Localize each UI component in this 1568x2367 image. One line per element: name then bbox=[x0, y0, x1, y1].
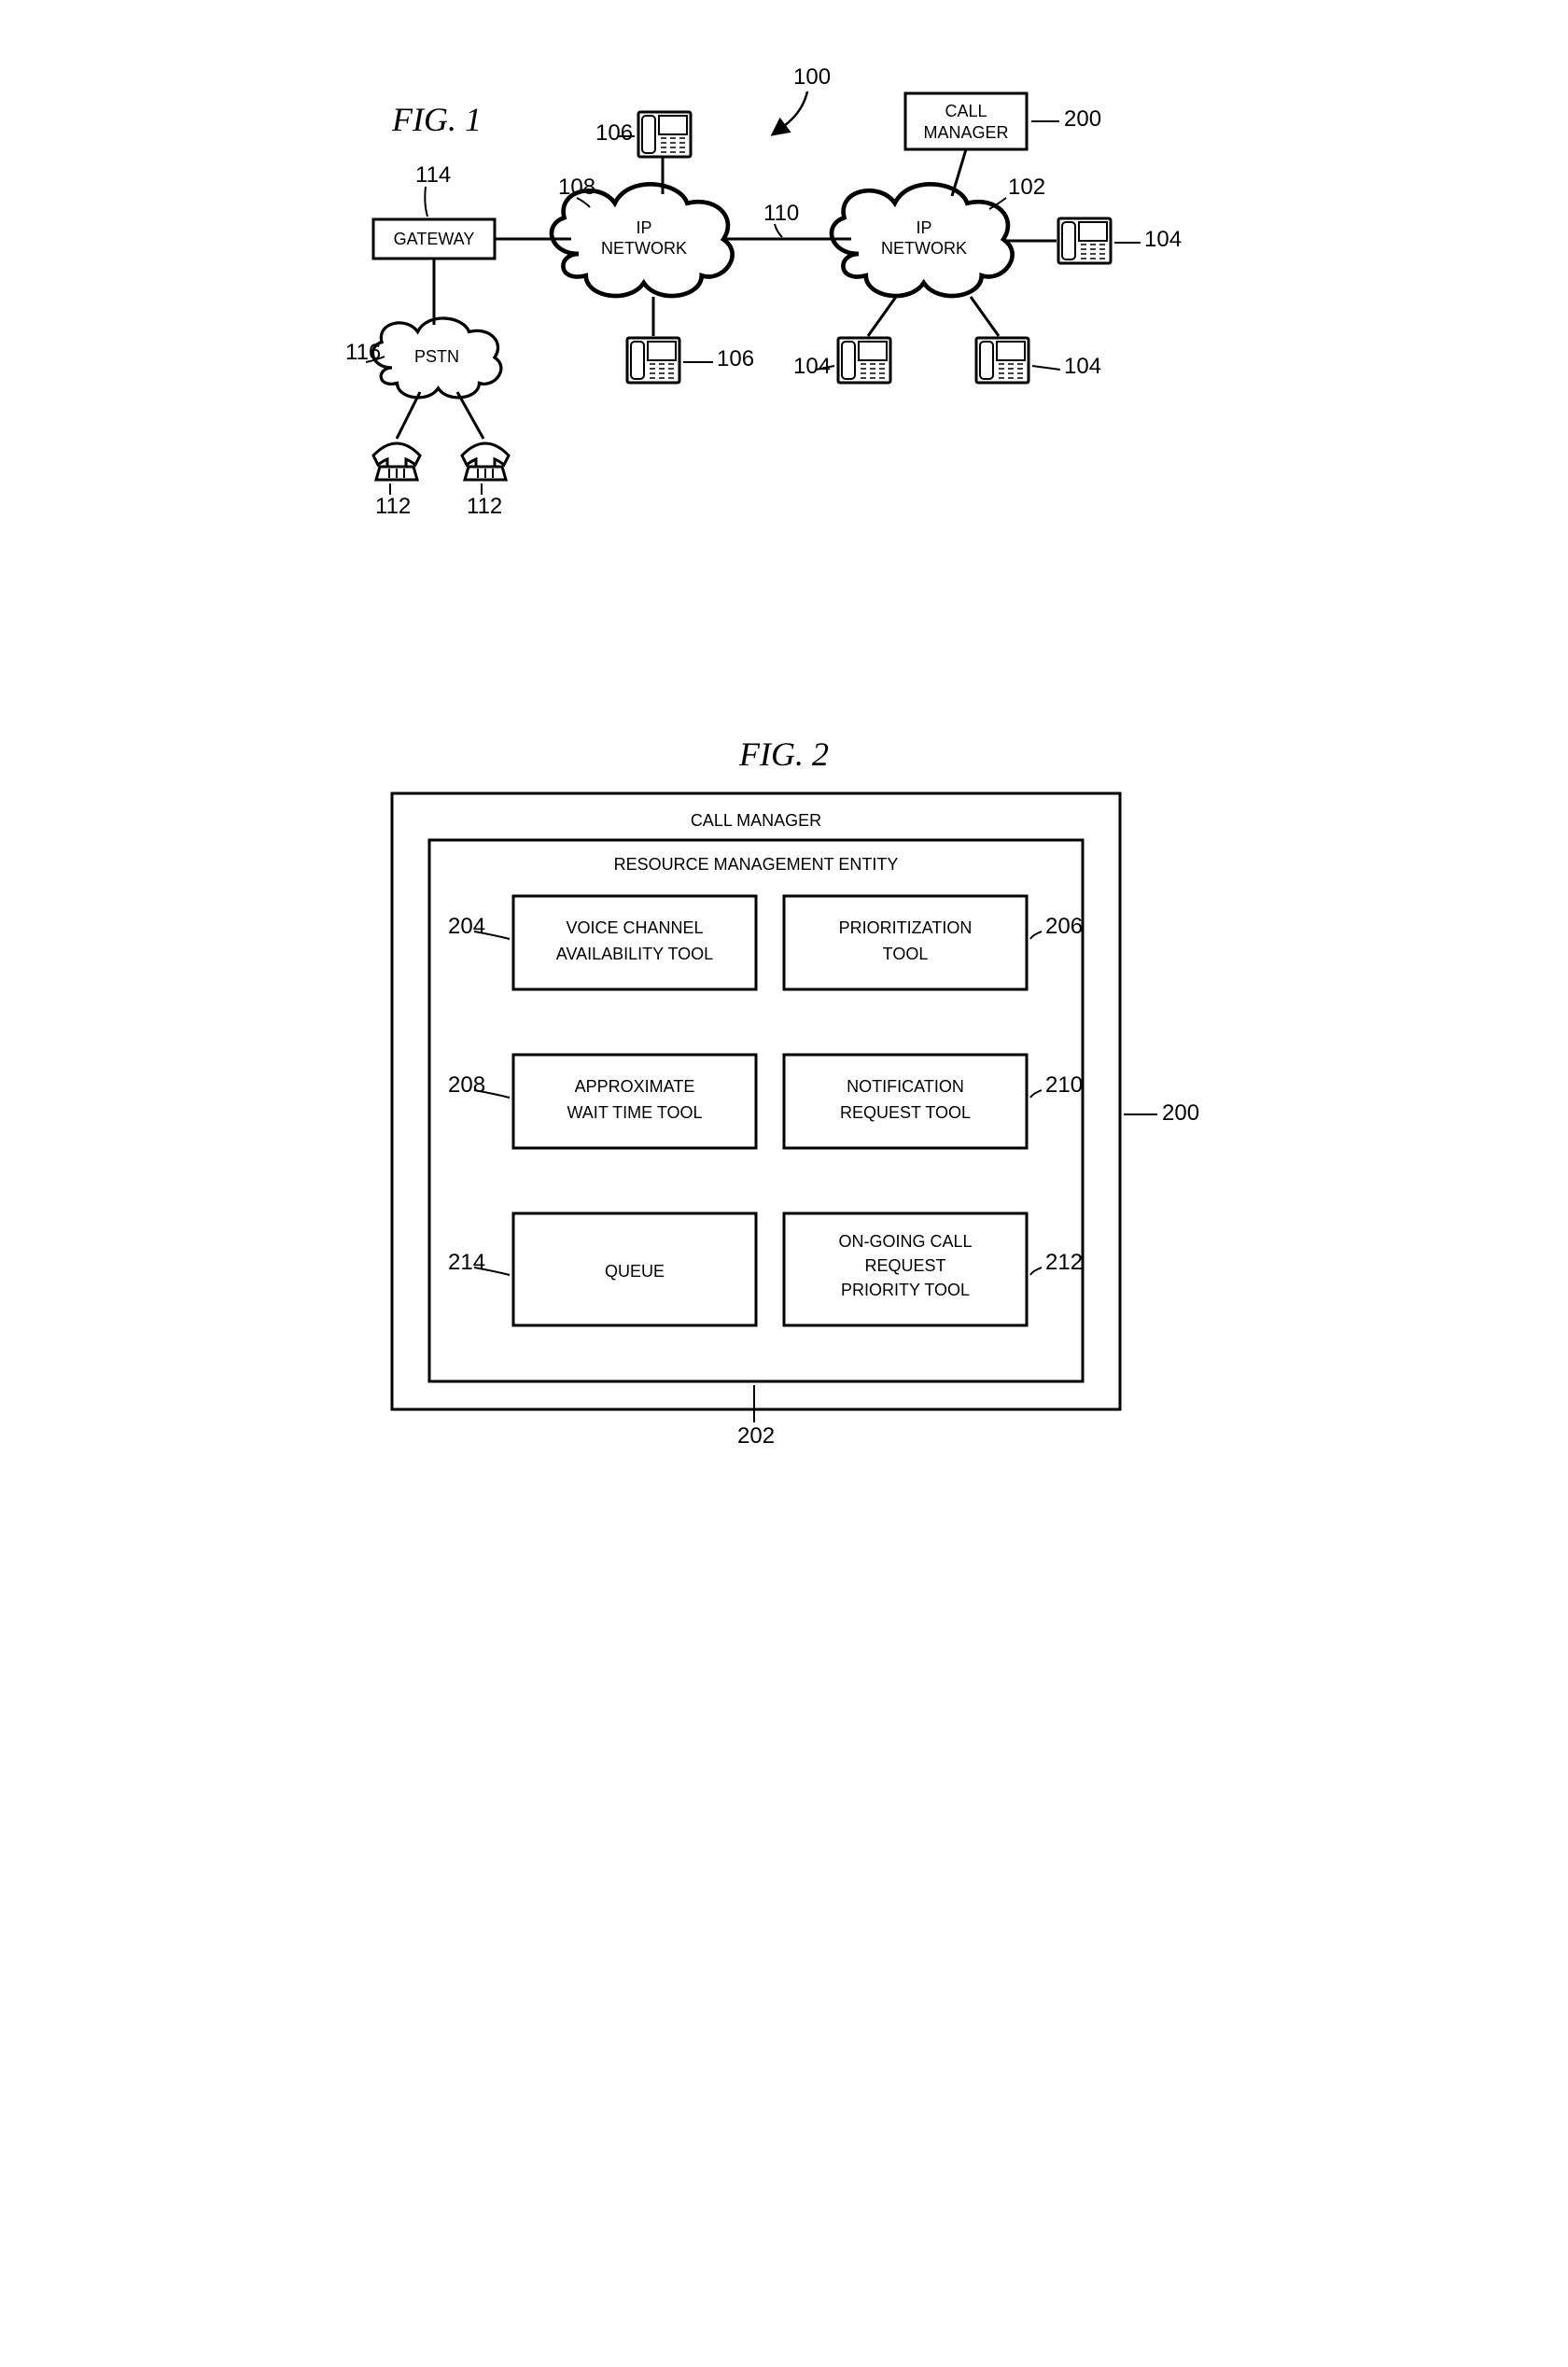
ref-106b: 106 bbox=[717, 346, 754, 371]
phone-104-right bbox=[1058, 218, 1111, 263]
ref-110: 110 bbox=[763, 201, 799, 226]
svg-text:VOICE CHANNEL: VOICE CHANNEL bbox=[566, 918, 703, 937]
svg-text:AVAILABILITY TOOL: AVAILABILITY TOOL bbox=[556, 945, 713, 963]
ip-network-left: IP NETWORK bbox=[552, 184, 733, 296]
fig1-title: FIG. 1 bbox=[391, 101, 482, 138]
ref-204: 204 bbox=[448, 914, 485, 939]
phone-106-top bbox=[638, 112, 691, 157]
pstn-cloud: PSTN bbox=[372, 318, 500, 398]
svg-text:QUEUE: QUEUE bbox=[605, 1262, 665, 1281]
svg-text:PRIORITY TOOL: PRIORITY TOOL bbox=[841, 1281, 970, 1299]
svg-text:APPROXIMATE: APPROXIMATE bbox=[575, 1077, 695, 1096]
ref-104a: 104 bbox=[1144, 227, 1182, 252]
ref-102: 102 bbox=[1008, 175, 1045, 200]
ref-106a: 106 bbox=[595, 120, 633, 146]
ref-116: 116 bbox=[345, 340, 381, 365]
ip-left-l2: NETWORK bbox=[601, 239, 687, 258]
ref-114: 114 bbox=[415, 162, 451, 188]
fig2-title: FIG. 2 bbox=[738, 735, 829, 773]
leader-114 bbox=[425, 187, 427, 217]
ref-214: 214 bbox=[448, 1250, 485, 1275]
ip-network-right: IP NETWORK bbox=[832, 184, 1013, 296]
svg-text:PRIORITIZATION: PRIORITIZATION bbox=[839, 918, 973, 937]
ref-104b: 104 bbox=[793, 354, 831, 379]
ip-left-l1: IP bbox=[636, 218, 651, 237]
box-212: ON-GOING CALL REQUEST PRIORITY TOOL bbox=[784, 1213, 1027, 1325]
ref-112b: 112 bbox=[467, 494, 502, 519]
figure-1: FIG. 1 100 GATEWAY 114 PSTN 116 IP NETWO… bbox=[317, 37, 1251, 672]
cm-l1: CALL bbox=[945, 102, 987, 120]
svg-text:TOOL: TOOL bbox=[883, 945, 929, 963]
box-206: PRIORITIZATION TOOL bbox=[784, 896, 1027, 989]
ip-right-l2: NETWORK bbox=[881, 239, 967, 258]
ref-200: 200 bbox=[1162, 1100, 1199, 1126]
cm-l2: MANAGER bbox=[923, 123, 1008, 142]
ref-104c: 104 bbox=[1064, 354, 1101, 379]
svg-text:NOTIFICATION: NOTIFICATION bbox=[847, 1077, 964, 1096]
ref-210: 210 bbox=[1045, 1072, 1083, 1098]
leader-110 bbox=[775, 224, 782, 237]
ip-right-l1: IP bbox=[916, 218, 931, 237]
pstn-label: PSTN bbox=[414, 347, 459, 366]
ref-212: 212 bbox=[1045, 1250, 1083, 1275]
phone-104-br bbox=[976, 338, 1029, 383]
svg-text:REQUEST: REQUEST bbox=[864, 1256, 945, 1275]
call-manager-label: CALL MANAGER bbox=[691, 811, 821, 830]
rme-label: RESOURCE MANAGEMENT ENTITY bbox=[614, 855, 899, 874]
ref-112a: 112 bbox=[375, 494, 411, 519]
svg-text:REQUEST TOOL: REQUEST TOOL bbox=[840, 1103, 971, 1122]
box-208: APPROXIMATE WAIT TIME TOOL bbox=[513, 1055, 756, 1148]
leader-104c bbox=[1032, 366, 1060, 370]
ref-200-top: 200 bbox=[1064, 106, 1101, 132]
svg-text:ON-GOING CALL: ON-GOING CALL bbox=[838, 1232, 972, 1251]
gateway-label: GATEWAY bbox=[394, 230, 475, 248]
box-204: VOICE CHANNEL AVAILABILITY TOOL bbox=[513, 896, 756, 989]
box-214: QUEUE bbox=[513, 1213, 756, 1325]
gateway-box: GATEWAY bbox=[373, 219, 495, 259]
box-210: NOTIFICATION REQUEST TOOL bbox=[784, 1055, 1027, 1148]
ref-202: 202 bbox=[737, 1423, 775, 1449]
ref-100: 100 bbox=[793, 64, 831, 90]
analog-phone-1 bbox=[373, 443, 420, 480]
ref-206: 206 bbox=[1045, 914, 1083, 939]
analog-phone-2 bbox=[462, 443, 509, 480]
phone-106-bottom bbox=[627, 338, 679, 383]
figure-2: FIG. 2 CALL MANAGER 200 RESOURCE MANAGEM… bbox=[317, 728, 1251, 1493]
phone-104-bl bbox=[838, 338, 890, 383]
ref-208: 208 bbox=[448, 1072, 485, 1098]
svg-text:WAIT TIME TOOL: WAIT TIME TOOL bbox=[567, 1103, 702, 1122]
call-manager-box: CALL MANAGER bbox=[905, 93, 1027, 149]
ref-108: 108 bbox=[558, 175, 595, 200]
ref-arrow bbox=[784, 91, 807, 126]
